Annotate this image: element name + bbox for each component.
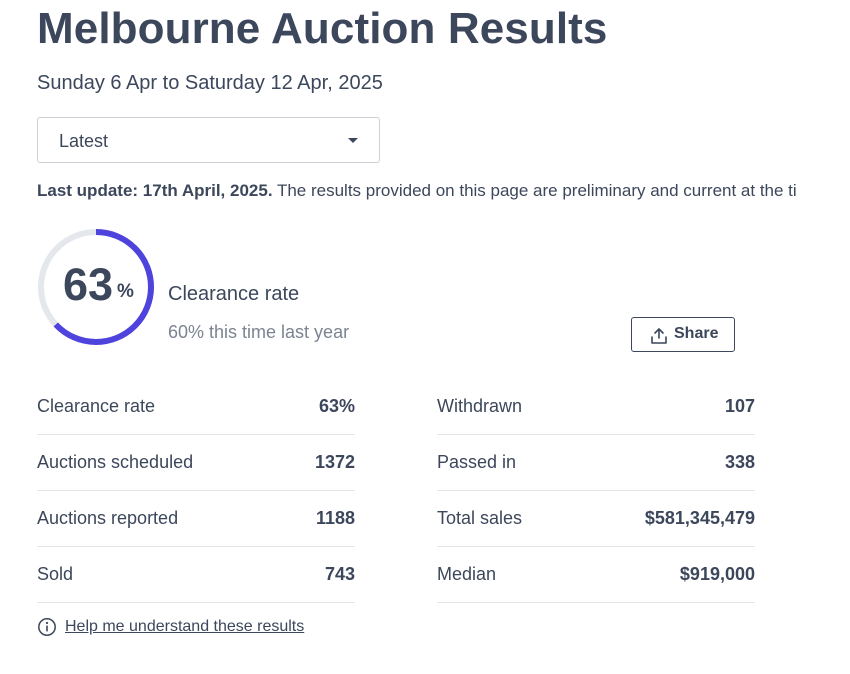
stat-value: $581,345,479 — [644, 508, 755, 528]
info-icon — [38, 618, 56, 636]
stat-value: 107 — [724, 396, 755, 416]
update-notice: Last update: 17th April, 2025. The resul… — [37, 181, 850, 201]
stat-label: Median — [437, 564, 497, 584]
stat-row-clearance-rate: Clearance rate 63% — [37, 379, 355, 435]
stat-row-sold: Sold 743 — [37, 547, 355, 603]
stat-row-total-sales: Total sales $581,345,479 — [437, 491, 755, 547]
stat-label: Total sales — [437, 508, 523, 528]
stats-left-column: Clearance rate 63% Auctions scheduled 13… — [37, 379, 355, 603]
gauge-fill-arc — [38, 229, 154, 345]
stat-label: Auctions reported — [37, 508, 179, 528]
stat-row-withdrawn: Withdrawn 107 — [437, 379, 755, 435]
share-button[interactable]: Share — [631, 317, 735, 352]
stats-right-column: Withdrawn 107 Passed in 338 Total sales … — [437, 379, 755, 603]
stat-label: Sold — [37, 564, 74, 584]
share-label: Share — [674, 325, 719, 342]
stat-row-auctions-scheduled: Auctions scheduled 1372 — [37, 435, 355, 491]
chevron-down-icon — [348, 138, 358, 143]
stat-value: 1188 — [315, 508, 355, 528]
period-select-value: Latest — [59, 131, 109, 151]
update-label: Last update: 17th April, 2025. — [37, 181, 273, 200]
stat-value: 63% — [318, 396, 355, 416]
stat-row-median: Median $919,000 — [437, 547, 755, 603]
date-range: Sunday 6 Apr to Saturday 12 Apr, 2025 — [37, 72, 383, 94]
clearance-rate-label: Clearance rate — [168, 283, 300, 305]
page-title: Melbourne Auction Results — [37, 4, 608, 53]
clearance-last-year: 60% this time last year — [168, 322, 350, 342]
update-text: The results provided on this page are pr… — [272, 181, 797, 200]
clearance-rate-number: 63 — [63, 259, 114, 310]
stat-label: Auctions scheduled — [37, 452, 194, 472]
stat-value: 338 — [724, 452, 755, 472]
stat-row-auctions-reported: Auctions reported 1188 — [37, 491, 355, 547]
stat-value: 1372 — [314, 452, 355, 472]
clearance-gauge-ring — [38, 229, 154, 345]
stat-label: Withdrawn — [437, 396, 523, 416]
stat-label: Passed in — [437, 452, 517, 472]
help-understand-results-link[interactable]: Help me understand these results — [65, 618, 305, 635]
stat-label: Clearance rate — [37, 396, 156, 416]
stat-row-passed-in: Passed in 338 — [437, 435, 755, 491]
share-upload-icon — [651, 328, 667, 344]
stat-value: 743 — [324, 564, 355, 584]
clearance-gauge: 63 % — [34, 225, 158, 349]
stat-value: $919,000 — [679, 564, 755, 584]
clearance-rate-percent-sign: % — [117, 281, 134, 302]
period-select[interactable]: Latest — [37, 117, 380, 163]
